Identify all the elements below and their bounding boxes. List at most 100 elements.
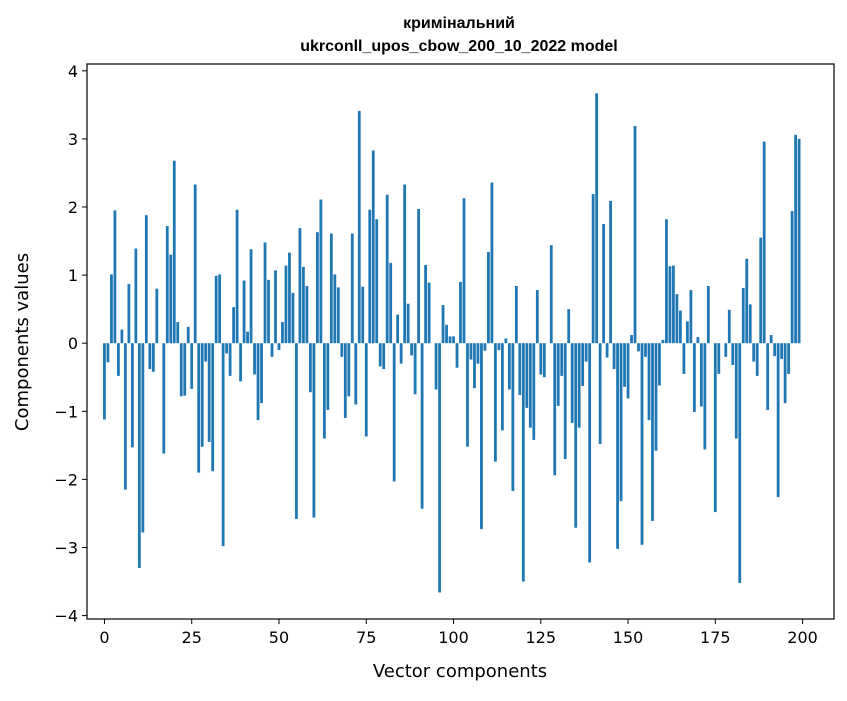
bar-component-26 <box>193 184 197 344</box>
bar-component-162 <box>668 266 672 344</box>
bar-component-73 <box>357 110 361 344</box>
bar-component-165 <box>679 310 682 344</box>
bar-component-187 <box>755 343 759 376</box>
bar-component-147 <box>616 343 619 549</box>
bar-component-173 <box>706 286 710 344</box>
bar-component-64 <box>326 343 330 410</box>
bar-component-122 <box>528 343 532 428</box>
bar-component-28 <box>200 343 204 447</box>
bar-component-60 <box>312 343 316 518</box>
bar-component-142 <box>598 343 602 444</box>
bar-component-145 <box>609 200 612 344</box>
bar-component-75 <box>364 343 368 437</box>
x-tick-label-125: 125 <box>526 628 557 647</box>
bar-component-42 <box>249 249 253 344</box>
y-tick-label-7: 3 <box>68 130 78 149</box>
bar-component-158 <box>654 343 658 451</box>
bar-component-45 <box>260 343 263 404</box>
bar-component-10 <box>137 343 141 568</box>
bar-component-20 <box>172 160 176 344</box>
bar-component-144 <box>605 343 609 358</box>
x-tick-label-150: 150 <box>613 628 644 647</box>
bar-component-100 <box>452 336 455 344</box>
bar-component-69 <box>343 343 347 419</box>
bar-component-140 <box>591 194 595 344</box>
bar-component-164 <box>675 294 679 344</box>
bar-component-157 <box>651 343 654 521</box>
y-tick-label-3: −1 <box>54 402 78 421</box>
bar-series <box>103 93 801 593</box>
bar-component-103 <box>462 198 466 344</box>
x-tick-label-75: 75 <box>356 628 376 647</box>
bar-component-11 <box>141 343 145 533</box>
bar-component-125 <box>539 343 543 375</box>
bar-component-5 <box>120 329 124 344</box>
bar-component-148 <box>619 343 623 502</box>
bar-component-185 <box>748 304 752 344</box>
bar-component-97 <box>441 305 445 344</box>
bar-component-139 <box>588 343 592 563</box>
bar-component-199 <box>797 138 801 344</box>
bar-component-113 <box>497 343 501 351</box>
bar-component-40 <box>242 280 246 344</box>
bar-component-179 <box>727 309 731 344</box>
bar-component-33 <box>218 274 222 344</box>
bar-component-84 <box>396 314 400 344</box>
bar-component-79 <box>378 343 382 367</box>
y-axis-label: Components values <box>12 253 33 431</box>
bar-component-120 <box>521 343 525 582</box>
bar-component-17 <box>162 343 166 454</box>
bar-component-38 <box>235 209 239 344</box>
bar-component-183 <box>741 288 745 344</box>
bar-component-83 <box>392 343 396 482</box>
bar-component-141 <box>595 93 599 344</box>
bar-component-121 <box>525 343 529 408</box>
bar-component-89 <box>413 343 417 395</box>
bar-component-58 <box>305 286 309 344</box>
bar-component-197 <box>790 211 794 344</box>
bar-component-175 <box>713 343 717 513</box>
bar-component-59 <box>309 343 312 393</box>
bar-component-90 <box>417 209 421 344</box>
bar-component-166 <box>682 343 686 374</box>
bar-component-161 <box>665 219 668 344</box>
bar-component-36 <box>228 343 232 376</box>
bar-component-2 <box>110 274 113 344</box>
x-axis-ticks: 0 25 50 75 100 125 150 175 200 <box>99 619 818 647</box>
bar-component-13 <box>148 343 152 370</box>
bar-component-106 <box>473 343 476 389</box>
bar-component-72 <box>354 343 358 405</box>
bar-component-41 <box>246 331 249 344</box>
bar-component-108 <box>480 343 483 530</box>
bar-component-186 <box>752 343 756 362</box>
bar-component-4 <box>117 343 120 376</box>
x-tick-label-0: 0 <box>99 628 109 647</box>
bar-component-198 <box>794 134 797 344</box>
y-tick-label-1: −3 <box>54 538 78 557</box>
y-tick-label-6: 2 <box>68 198 78 217</box>
bar-component-155 <box>644 343 647 357</box>
bar-component-82 <box>389 262 393 344</box>
bar-component-14 <box>151 343 155 372</box>
bar-component-156 <box>647 343 651 421</box>
bar-component-34 <box>221 343 225 547</box>
bar-component-25 <box>190 343 194 389</box>
bar-component-92 <box>424 264 427 344</box>
bar-component-78 <box>375 219 379 344</box>
bar-component-81 <box>385 194 389 344</box>
bar-component-118 <box>514 286 518 344</box>
bar-component-22 <box>179 343 183 397</box>
y-tick-label-4: 0 <box>68 334 78 353</box>
bar-component-68 <box>340 343 344 357</box>
bar-component-47 <box>267 279 270 344</box>
bar-component-132 <box>563 343 567 459</box>
bar-component-52 <box>284 265 288 344</box>
bar-component-159 <box>658 343 661 386</box>
bar-component-65 <box>329 233 333 344</box>
bar-component-7 <box>127 283 131 344</box>
bar-component-109 <box>483 343 487 351</box>
chart-title-line2: ukrconll_upos_cbow_200_10_2022 model <box>300 38 617 55</box>
bar-component-153 <box>637 343 640 352</box>
bar-component-126 <box>542 343 546 378</box>
